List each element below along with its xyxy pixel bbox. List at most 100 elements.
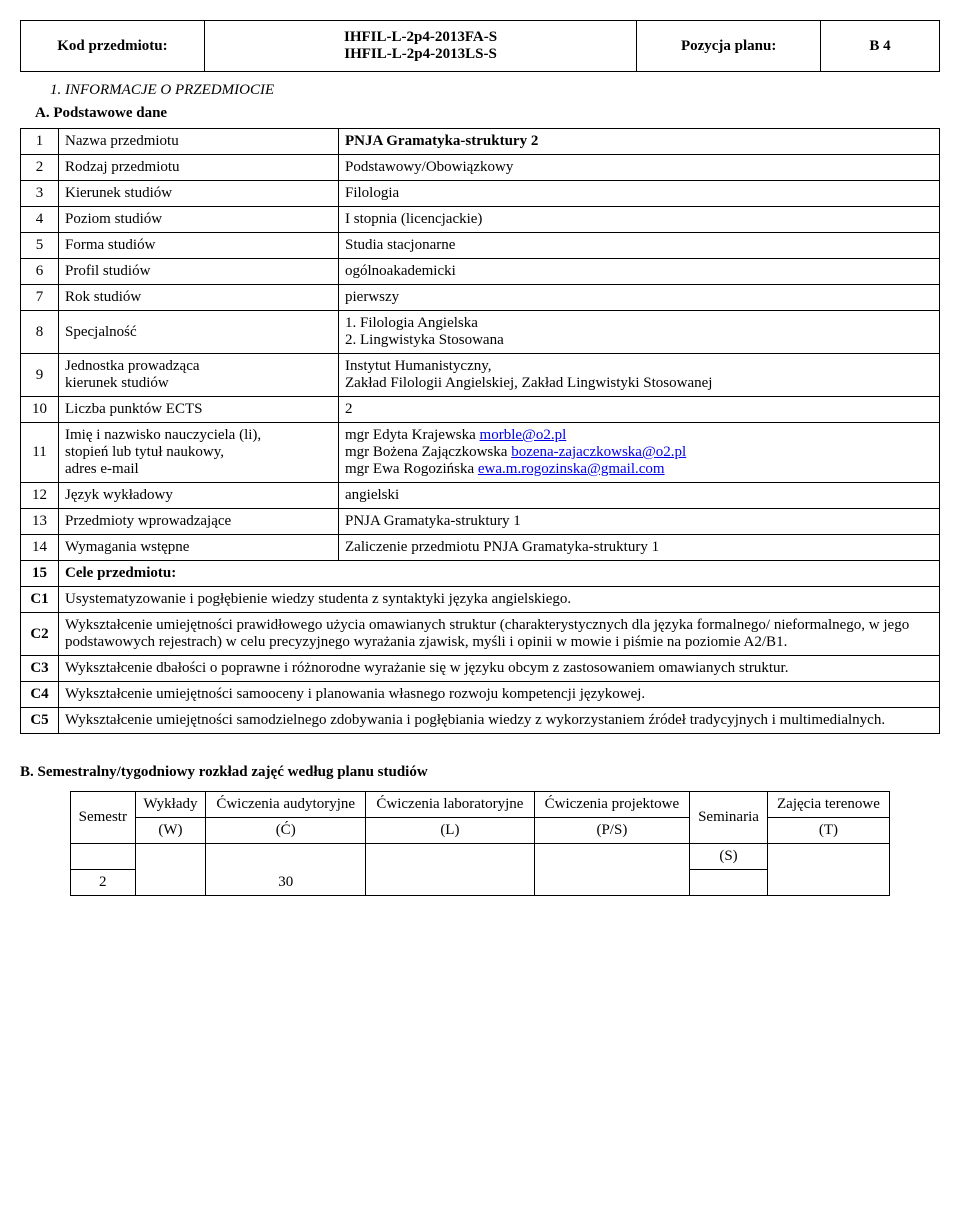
row-number: 5 bbox=[21, 233, 59, 259]
table-row: 2 Rodzaj przedmiotu Podstawowy/Obowiązko… bbox=[21, 155, 940, 181]
row-number: 4 bbox=[21, 207, 59, 233]
table-row: C5 Wykształcenie umiejętności samodzieln… bbox=[21, 708, 940, 734]
table-row: (S) bbox=[71, 844, 890, 870]
row-value: Instytut Humanistyczny, Zakład Filologii… bbox=[339, 354, 940, 397]
teacher-text: mgr Edyta Krajewska bbox=[345, 427, 480, 443]
b4-cell: B 4 bbox=[821, 21, 940, 72]
row-label: Specjalność bbox=[59, 311, 339, 354]
row-number: C2 bbox=[21, 613, 59, 656]
row-label: Wymagania wstępne bbox=[59, 535, 339, 561]
row-value: Filologia bbox=[339, 181, 940, 207]
col-code: (P/S) bbox=[534, 818, 689, 844]
col-semestr: Semestr bbox=[71, 792, 136, 844]
code-line2: IHFIL-L-2p4-2013LS-S bbox=[215, 46, 626, 63]
col-code: (T) bbox=[767, 818, 889, 844]
col-cw-aud: Ćwiczenia audytoryjne bbox=[206, 792, 366, 818]
row-label: Rodzaj przedmiotu bbox=[59, 155, 339, 181]
row-value: Zaliczenie przedmiotu PNJA Gramatyka-str… bbox=[339, 535, 940, 561]
col-code bbox=[534, 844, 689, 870]
teacher-text: mgr Bożena Zajączkowska bbox=[345, 444, 511, 460]
label-line: adres e-mail bbox=[65, 461, 332, 478]
row-number: 9 bbox=[21, 354, 59, 397]
teacher-text: mgr Ewa Rogozińska bbox=[345, 461, 478, 477]
label-line: Imię i nazwisko nauczyciela (li), bbox=[65, 427, 332, 444]
row-number: 14 bbox=[21, 535, 59, 561]
row-value: PNJA Gramatyka-struktury 1 bbox=[339, 509, 940, 535]
col-cw-lab: Ćwiczenia laboratoryjne bbox=[366, 792, 535, 818]
blank-cell bbox=[71, 844, 136, 870]
table-row: 2 30 bbox=[71, 870, 890, 896]
code-line1: IHFIL-L-2p4-2013FA-S bbox=[215, 29, 626, 46]
teacher-line: mgr Edyta Krajewska morble@o2.pl bbox=[345, 427, 933, 444]
table-row: 4 Poziom studiów I stopnia (licencjackie… bbox=[21, 207, 940, 233]
row-label: Profil studiów bbox=[59, 259, 339, 285]
row-label: Kierunek studiów bbox=[59, 181, 339, 207]
email-link[interactable]: ewa.m.rogozinska@gmail.com bbox=[478, 461, 665, 477]
row-label: Liczba punktów ECTS bbox=[59, 397, 339, 423]
row-value: ogólnoakademicki bbox=[339, 259, 940, 285]
section-b-heading: B. Semestralny/tygodniowy rozkład zajęć … bbox=[20, 764, 940, 781]
row-value: Studia stacjonarne bbox=[339, 233, 940, 259]
table-row: Semestr Wykłady Ćwiczenia audytoryjne Ćw… bbox=[71, 792, 890, 818]
col-seminaria: Seminaria bbox=[690, 792, 768, 844]
teacher-line: mgr Bożena Zajączkowska bozena-zajaczkow… bbox=[345, 444, 933, 461]
table-row: (W) (Ć) (L) (P/S) (T) bbox=[71, 818, 890, 844]
table-row: C4 Wykształcenie umiejętności samooceny … bbox=[21, 682, 940, 708]
row-label: Poziom studiów bbox=[59, 207, 339, 233]
table-row: 7 Rok studiów pierwszy bbox=[21, 285, 940, 311]
col-wyklady: Wykłady bbox=[135, 792, 206, 818]
row-number: 7 bbox=[21, 285, 59, 311]
row-value: Wykształcenie umiejętności prawidłowego … bbox=[59, 613, 940, 656]
table-row: C3 Wykształcenie dbałości o poprawne i r… bbox=[21, 656, 940, 682]
table-row: 13 Przedmioty wprowadzające PNJA Gramaty… bbox=[21, 509, 940, 535]
col-code bbox=[135, 844, 206, 870]
col-cw-proj: Ćwiczenia projektowe bbox=[534, 792, 689, 818]
table-row: 6 Profil studiów ogólnoakademicki bbox=[21, 259, 940, 285]
table-row: 5 Forma studiów Studia stacjonarne bbox=[21, 233, 940, 259]
data-cell bbox=[534, 870, 689, 896]
col-code: (S) bbox=[690, 844, 768, 870]
row-value: Usystematyzowanie i pogłębienie wiedzy s… bbox=[59, 587, 940, 613]
email-link[interactable]: bozena-zajaczkowska@o2.pl bbox=[511, 444, 686, 460]
row-label: Nazwa przedmiotu bbox=[59, 129, 339, 155]
row-value: angielski bbox=[339, 483, 940, 509]
row-number: 8 bbox=[21, 311, 59, 354]
data-cell bbox=[366, 870, 535, 896]
table-row: 11 Imię i nazwisko nauczyciela (li), sto… bbox=[21, 423, 940, 483]
row-value: Wykształcenie dbałości o poprawne i różn… bbox=[59, 656, 940, 682]
row-label: Jednostka prowadząca kierunek studiów bbox=[59, 354, 339, 397]
teacher-line: mgr Ewa Rogozińska ewa.m.rogozinska@gmai… bbox=[345, 461, 933, 478]
row-label: Rok studiów bbox=[59, 285, 339, 311]
row-number: 12 bbox=[21, 483, 59, 509]
row-value: Podstawowy/Obowiązkowy bbox=[339, 155, 940, 181]
row-value: PNJA Gramatyka-struktury 2 bbox=[339, 129, 940, 155]
col-zajecia: Zajęcia terenowe bbox=[767, 792, 889, 818]
row-value: mgr Edyta Krajewska morble@o2.pl mgr Boż… bbox=[339, 423, 940, 483]
row-number: 1 bbox=[21, 129, 59, 155]
row-label: Forma studiów bbox=[59, 233, 339, 259]
row-value: Wykształcenie umiejętności samooceny i p… bbox=[59, 682, 940, 708]
section-a-heading: A. Podstawowe dane bbox=[35, 105, 940, 122]
label-line: kierunek studiów bbox=[65, 375, 332, 392]
row-number: 15 bbox=[21, 561, 59, 587]
row-number: 11 bbox=[21, 423, 59, 483]
value-line: 1. Filologia Angielska bbox=[345, 315, 933, 332]
data-cell: 30 bbox=[206, 870, 366, 896]
data-cell: 2 bbox=[71, 870, 136, 896]
row-number: 2 bbox=[21, 155, 59, 181]
table-row: 9 Jednostka prowadząca kierunek studiów … bbox=[21, 354, 940, 397]
col-code: (W) bbox=[135, 818, 206, 844]
col-code bbox=[767, 844, 889, 870]
data-cell bbox=[135, 870, 206, 896]
row-number: 6 bbox=[21, 259, 59, 285]
row-number: C5 bbox=[21, 708, 59, 734]
row-value: I stopnia (licencjackie) bbox=[339, 207, 940, 233]
row-number: 13 bbox=[21, 509, 59, 535]
row-label: Imię i nazwisko nauczyciela (li), stopie… bbox=[59, 423, 339, 483]
value-line: 2. Lingwistyka Stosowana bbox=[345, 332, 933, 349]
main-data-table: 1 Nazwa przedmiotu PNJA Gramatyka-strukt… bbox=[20, 128, 940, 734]
col-code bbox=[366, 844, 535, 870]
table-row: 8 Specjalność 1. Filologia Angielska 2. … bbox=[21, 311, 940, 354]
pozycja-label: Pozycja planu: bbox=[637, 21, 821, 72]
email-link[interactable]: morble@o2.pl bbox=[480, 427, 567, 443]
